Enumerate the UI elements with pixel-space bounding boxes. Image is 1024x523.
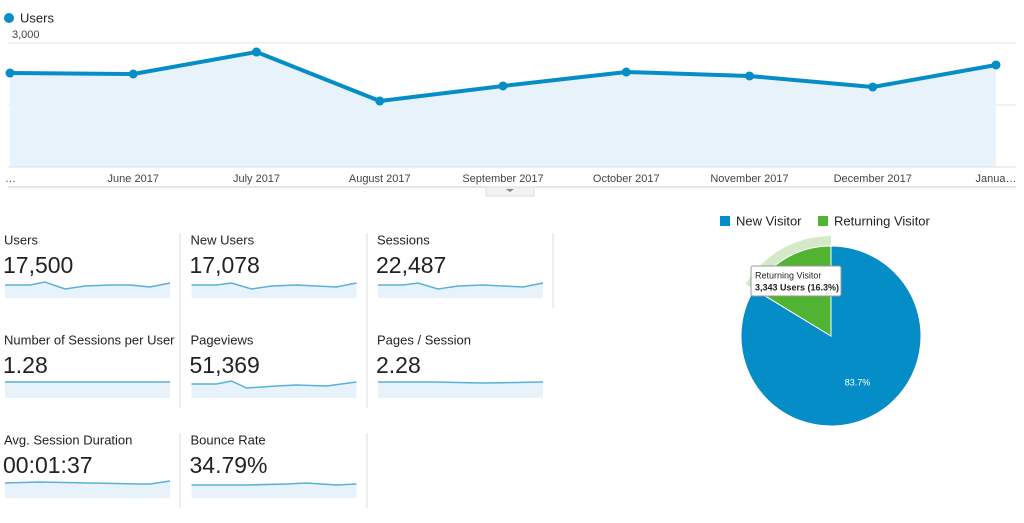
metric-value: 2.28	[376, 352, 421, 378]
metric-label: Pages / Session	[377, 332, 471, 347]
x-tick-label: …	[5, 173, 16, 185]
legend-label[interactable]: New Visitor	[736, 213, 802, 228]
x-tick-label: July 2017	[233, 173, 280, 185]
metric-value: 1.28	[3, 352, 48, 378]
metric-value: 51,369	[190, 352, 260, 378]
y-tick-label: 3,000	[12, 29, 40, 41]
x-tick-label: December 2017	[834, 173, 912, 185]
sparkline	[378, 381, 544, 398]
metric-value: 00:01:37	[3, 452, 93, 478]
legend-dot	[4, 13, 14, 23]
sparkline-area	[5, 282, 170, 298]
legend-swatch	[720, 216, 730, 226]
sparkline	[191, 482, 357, 498]
metric-label: Pageviews	[191, 332, 254, 347]
sparkline	[191, 282, 357, 298]
metric-label: Avg. Session Duration	[4, 432, 132, 447]
tooltip-title: Returning Visitor	[755, 270, 821, 280]
point	[621, 67, 631, 77]
metric-value: 22,487	[376, 252, 446, 278]
legend-swatch	[818, 216, 828, 226]
x-tick-label: October 2017	[593, 173, 660, 185]
sparkline-line	[191, 380, 357, 389]
x-tick-label: Janua…	[976, 173, 1017, 185]
metric-value: 34.79%	[190, 452, 268, 478]
sparkline	[4, 480, 171, 498]
point	[252, 47, 261, 57]
sparkline-line	[191, 282, 357, 290]
sparkline-area	[5, 481, 170, 498]
x-tick-label: June 2017	[108, 173, 159, 185]
tooltip	[750, 265, 842, 297]
sparkline-area	[378, 382, 543, 398]
metric-label: Users	[4, 232, 38, 247]
sparkline-area	[378, 283, 543, 298]
metric-label: New Users	[191, 232, 255, 247]
sparkline-line	[4, 480, 171, 485]
area	[10, 52, 996, 167]
point	[128, 69, 138, 79]
slice-label: 83.7%	[845, 377, 871, 387]
point	[868, 82, 878, 92]
sparkline-line	[378, 282, 544, 290]
sparkline-line	[378, 381, 544, 384]
sparkline-area	[191, 483, 357, 498]
metric-value: 17,078	[190, 252, 260, 278]
metric-value: 17,500	[3, 252, 73, 278]
point	[745, 71, 754, 81]
metric-label: Number of Sessions per User	[4, 332, 175, 347]
x-tick-label: November 2017	[710, 173, 788, 185]
sparkline	[191, 380, 357, 398]
handle-icon	[506, 189, 514, 192]
legend-label[interactable]: Users	[20, 10, 54, 25]
point	[991, 60, 1001, 70]
sparkline-area	[5, 382, 170, 398]
metric-label: Bounce Rate	[191, 432, 266, 447]
metric-label: Sessions	[377, 232, 430, 247]
sparkline-area	[191, 381, 357, 398]
tooltip-text: 3,343 Users (16.3%)	[755, 282, 839, 292]
point	[5, 68, 15, 78]
x-tick-label: September 2017	[462, 173, 543, 185]
sparkline	[5, 381, 170, 398]
sparkline-area	[191, 283, 357, 298]
sparkline-line	[191, 482, 357, 486]
card-dividers	[179, 233, 554, 508]
sparkline-line	[5, 281, 171, 290]
point	[498, 81, 508, 91]
sparkline	[5, 281, 171, 298]
legend-label[interactable]: Returning Visitor	[834, 213, 931, 228]
x-tick-label: August 2017	[349, 173, 411, 185]
point	[375, 96, 385, 106]
sparkline	[378, 282, 544, 298]
